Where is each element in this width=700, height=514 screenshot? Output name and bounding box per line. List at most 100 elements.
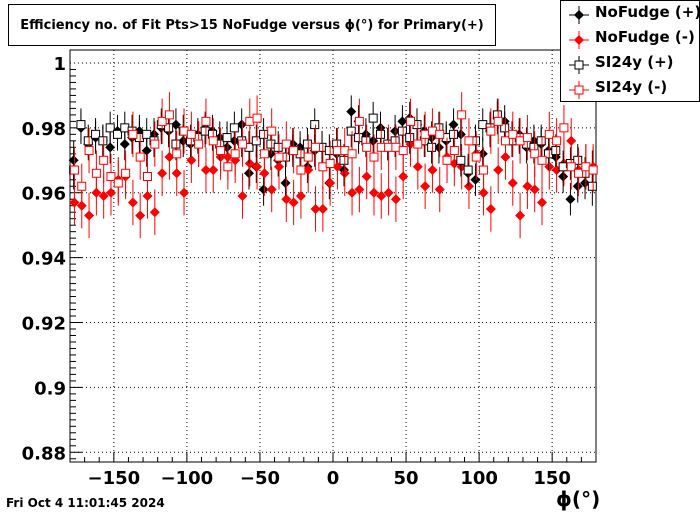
data-point (332, 146, 342, 156)
data-point (223, 162, 233, 172)
data-point (179, 126, 189, 136)
data-point (237, 139, 247, 149)
data-point (295, 190, 306, 201)
y-tick-label: 1 (53, 54, 66, 75)
data-point (552, 136, 562, 146)
data-point (522, 133, 532, 143)
data-point (164, 123, 174, 133)
data-point (194, 139, 204, 149)
legend-entry-nofudge-plus: NoFudge (+) (561, 2, 700, 26)
y-tick-label: 0.92 (22, 314, 66, 335)
data-point (479, 165, 489, 175)
data-point (559, 123, 569, 133)
data-point (252, 161, 263, 172)
data-point (508, 129, 518, 139)
legend-label: SI24y (+) (595, 53, 674, 71)
data-point (588, 165, 598, 175)
data-point (216, 146, 226, 156)
data-point (470, 174, 481, 185)
data-point (384, 142, 394, 152)
data-point (383, 187, 394, 198)
data-point (91, 129, 101, 139)
chart-title: Efficiency no. of Fit Pts>15 NoFudge ver… (20, 17, 484, 33)
data-point (354, 133, 364, 143)
data-point (266, 184, 277, 195)
data-series (68, 92, 599, 239)
legend-entry-si24y-plus: SI24y (+) (561, 52, 699, 76)
x-tick-label: −150 (88, 468, 141, 489)
y-tick-label: 0.98 (22, 119, 66, 140)
data-point (230, 149, 240, 159)
data-point (544, 161, 555, 172)
data-point (135, 152, 145, 162)
data-point (69, 197, 80, 208)
data-point (318, 162, 328, 172)
data-point (222, 133, 232, 143)
data-point (530, 149, 540, 159)
data-point (587, 181, 597, 191)
data-point (405, 133, 415, 143)
data-point (280, 178, 291, 189)
data-point (435, 129, 445, 139)
data-point (340, 146, 350, 156)
data-point (420, 129, 430, 139)
data-point (478, 120, 488, 130)
x-tick-label: 100 (460, 468, 498, 489)
data-point (507, 178, 518, 189)
data-point (346, 106, 357, 117)
data-point (98, 136, 108, 146)
data-point (208, 165, 219, 176)
data-point (281, 139, 291, 149)
data-point (566, 135, 577, 146)
data-point (281, 194, 292, 205)
data-point (500, 136, 510, 146)
data-point (76, 120, 86, 130)
data-point (346, 126, 356, 136)
series-nofudge (69, 118, 599, 239)
data-point (515, 210, 526, 221)
data-point (274, 152, 284, 162)
data-point (113, 178, 123, 188)
data-point (149, 207, 160, 218)
data-point (317, 203, 328, 214)
data-point (427, 142, 437, 152)
data-point (368, 187, 379, 198)
data-point (127, 197, 138, 208)
data-point (427, 126, 437, 136)
data-point (397, 126, 407, 136)
x-tick-label: −50 (240, 468, 280, 489)
data-point (179, 187, 190, 198)
x-axis-label: ϕ(°) (556, 487, 601, 511)
data-point (398, 146, 408, 156)
data-point (84, 210, 95, 221)
data-point (243, 168, 254, 179)
data-point (456, 155, 466, 165)
plot-frame (69, 49, 597, 463)
data-point (150, 139, 160, 149)
data-point (398, 171, 409, 182)
data-point (289, 146, 299, 156)
data-point (244, 158, 255, 169)
data-point (433, 142, 444, 153)
data-point (463, 181, 474, 192)
data-point (449, 129, 459, 139)
data-point (362, 142, 372, 152)
data-point (324, 146, 334, 156)
legend-marker-open-square-red (569, 81, 589, 99)
data-point (558, 162, 568, 172)
data-point (121, 168, 131, 178)
legend-label: NoFudge (-) (595, 28, 695, 46)
data-point (200, 165, 211, 176)
data-point (537, 197, 548, 208)
x-tick-label: 0 (327, 468, 340, 489)
x-tick-label: 50 (394, 468, 419, 489)
data-point (537, 155, 547, 165)
data-point (128, 129, 138, 139)
axes: −150 −100 −50 0 50 100 150 0.88 0.9 0.92 0.94 0.96 0… (22, 54, 582, 489)
data-point (98, 190, 109, 201)
data-point (186, 155, 197, 166)
y-tick-label: 0.94 (22, 249, 66, 270)
data-point (105, 142, 116, 153)
data-point (551, 146, 561, 156)
